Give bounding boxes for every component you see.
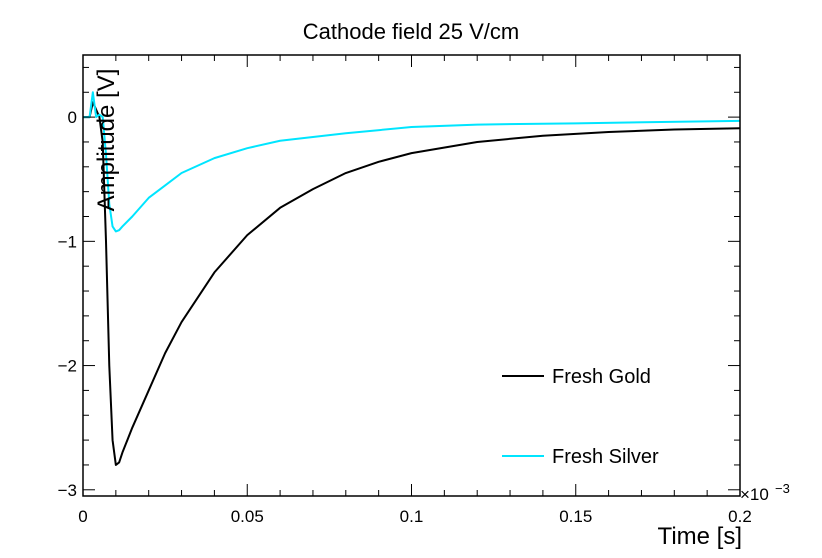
y-tick-label: −1 xyxy=(58,232,77,251)
x-multiplier: ×10 −3 xyxy=(740,481,790,504)
x-axis-label: Time [s] xyxy=(658,523,742,550)
legend-label-fresh-silver: Fresh Silver xyxy=(552,446,659,468)
y-tick-label: −3 xyxy=(58,481,77,500)
x-multiplier-exponent: −3 xyxy=(775,481,790,496)
legend-label-fresh-gold: Fresh Gold xyxy=(552,366,651,388)
y-tick-label: 0 xyxy=(68,108,77,127)
series-line-fresh-silver xyxy=(83,91,741,233)
axis-ticks: 0 0.05 0.1 0.15 0.2 0 −1 −2 −3 xyxy=(58,55,752,526)
x-tick-label: 0.1 xyxy=(400,507,424,526)
chart-title: Cathode field 25 V/cm xyxy=(303,19,519,44)
legend: Fresh Gold Fresh Silver xyxy=(502,366,659,468)
x-tick-label: 0.2 xyxy=(728,507,752,526)
x-tick-label: 0 xyxy=(78,507,87,526)
plot-area xyxy=(83,91,741,466)
y-axis-label: Amplitude [V] xyxy=(93,69,120,212)
y-tick-label: −2 xyxy=(58,357,77,376)
series-line-fresh-gold xyxy=(83,101,741,466)
x-multiplier-base: ×10 xyxy=(740,485,769,504)
x-tick-label: 0.15 xyxy=(559,507,592,526)
x-tick-label: 0.05 xyxy=(231,507,264,526)
